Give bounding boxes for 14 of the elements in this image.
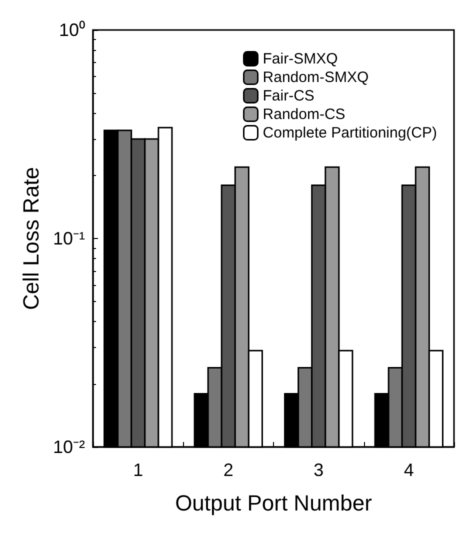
x-tick-label: 1 [133, 460, 144, 480]
x-tick-label: 2 [223, 460, 234, 480]
x-tick-label: 4 [404, 460, 414, 480]
legend-label: Complete Partitioning(CP) [262, 124, 438, 142]
legend-label: Random-CS [262, 106, 346, 123]
x-tick-label: 3 [314, 460, 324, 480]
x-axis-title: Output Port Number [175, 490, 372, 516]
y-tick-label: 10⁰ [58, 20, 85, 40]
y-tick-label: 10⁻² [52, 437, 86, 457]
legend-label: Fair-SMXQ [262, 50, 338, 68]
legend-label: Fair-CS [262, 87, 314, 104]
y-tick-label: 10⁻¹ [52, 228, 86, 248]
y-axis-title: Cell Loss Rate [18, 166, 44, 310]
legend-label: Random-SMXQ [262, 68, 369, 86]
